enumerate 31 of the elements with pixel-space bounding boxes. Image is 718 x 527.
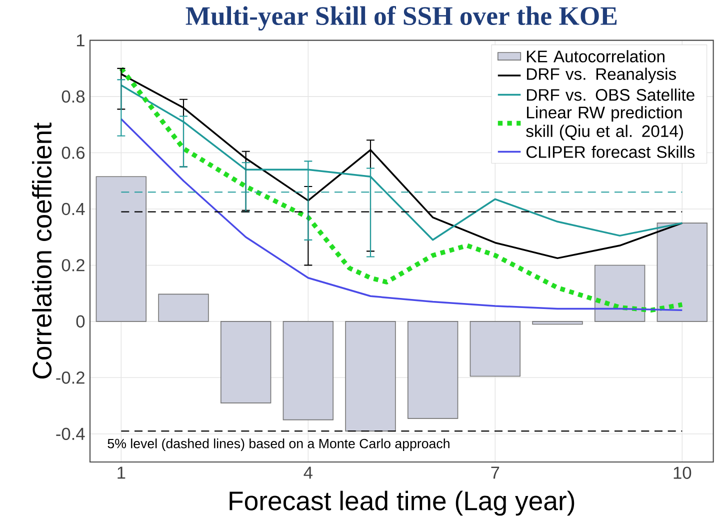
x-axis-title: Forecast lead time (Lag year) [230, 490, 574, 516]
bar [158, 294, 209, 322]
x-tick-label: 10 [674, 466, 692, 479]
legend-label: DRF vs. OBS Satellite [527, 88, 694, 101]
legend-label: Linear RW prediction skill (Qiu et al. 2014) [526, 106, 683, 140]
y-tick-label: 0.2 [62, 259, 84, 272]
y-tick-label: -0.4 [56, 428, 85, 440]
legend-label: KE Autocorrelation [527, 50, 664, 62]
y-tick-label: 0.6 [62, 146, 85, 159]
x-tick-label: 7 [491, 466, 500, 479]
y-axis-title: Correlation coefficient [32, 122, 52, 379]
bar [532, 321, 583, 325]
bar [345, 321, 396, 432]
chart-title: Multi-year Skill of SSH over the KOE [186, 6, 617, 31]
bar [470, 321, 520, 377]
x-tick-label: 4 [304, 466, 312, 479]
y-tick-label: 1 [76, 34, 84, 46]
bar [594, 264, 646, 322]
y-tick-label: -0.2 [56, 372, 84, 384]
bar [408, 321, 458, 419]
bar [656, 222, 708, 322]
legend-label: CLIPER forecast Skills [526, 146, 695, 158]
legend-label: DRF vs. Reanalysis [527, 68, 676, 84]
y-tick-label: 0 [76, 315, 85, 328]
bar [282, 321, 334, 420]
y-tick-label: 0.8 [62, 90, 85, 103]
bar [96, 176, 147, 322]
bar [220, 321, 272, 404]
annotation: 5% level (dashed lines) based on a Monte Carlo approach [108, 438, 450, 451]
y-tick-label: 0.4 [62, 202, 85, 216]
x-tick-label: 1 [118, 466, 126, 479]
